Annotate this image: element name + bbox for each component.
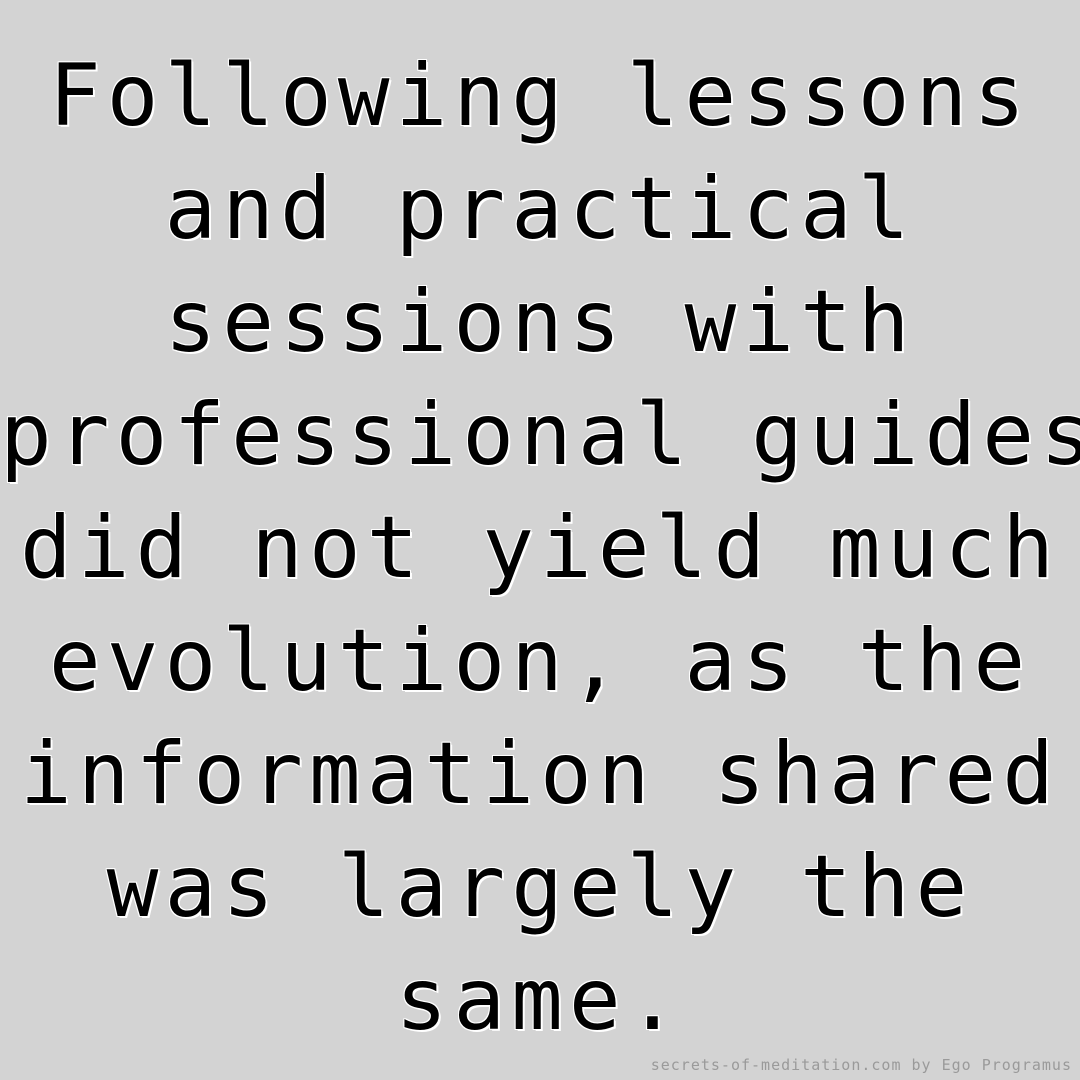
quote-line: did not yield much xyxy=(20,498,1060,598)
quote-line: same. xyxy=(395,950,685,1050)
quote-line: professional guides xyxy=(0,385,1080,485)
quote-line: information shared xyxy=(20,724,1060,824)
quote-line: sessions with xyxy=(164,272,916,372)
quote-line: Following lessons xyxy=(48,46,1032,146)
quote-line: was largely the xyxy=(106,837,974,937)
quote-text-block: Following lessons and practical sessions… xyxy=(0,40,1080,1057)
quote-line: and practical xyxy=(164,159,916,259)
source-credit: secrets-of-meditation.com by Ego Program… xyxy=(650,1056,1072,1074)
quote-line: evolution, as the xyxy=(48,611,1032,711)
